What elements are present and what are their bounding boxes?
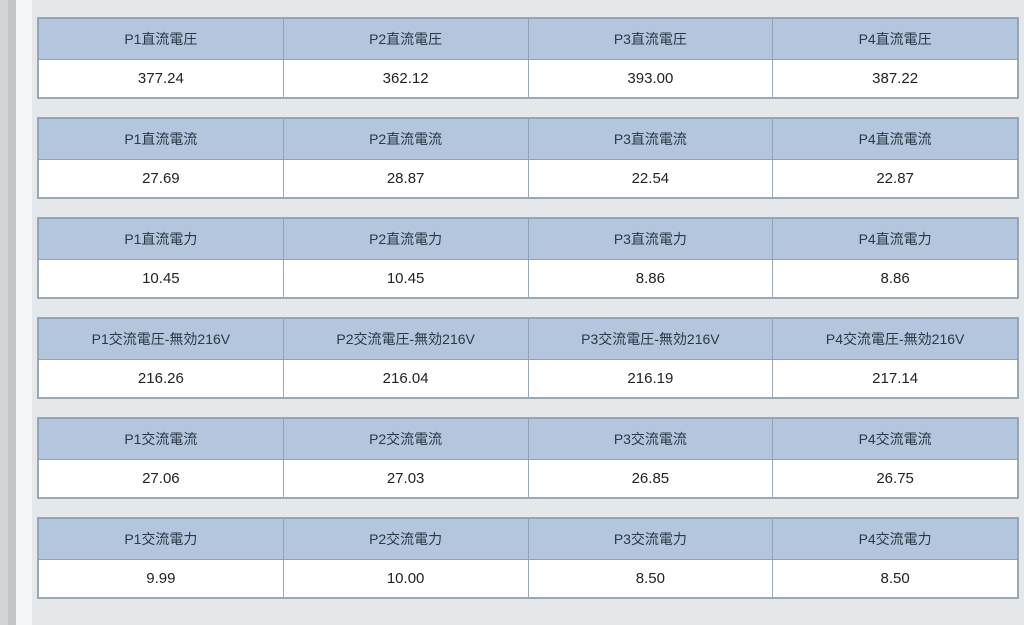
col-header: P3直流電流 — [528, 119, 773, 160]
value-cell: 216.26 — [39, 360, 284, 398]
data-panel: P1直流電圧 P2直流電圧 P3直流電圧 P4直流電圧 377.24 362.1… — [32, 0, 1024, 625]
col-header: P3直流電圧 — [528, 19, 773, 60]
table-row: 27.06 27.03 26.85 26.75 — [39, 460, 1018, 498]
value-cell: 362.12 — [283, 60, 528, 98]
table-row: 377.24 362.12 393.00 387.22 — [39, 60, 1018, 98]
table-row: 9.99 10.00 8.50 8.50 — [39, 560, 1018, 598]
col-header: P1直流電圧 — [39, 19, 284, 60]
col-header: P2直流電圧 — [283, 19, 528, 60]
dc-voltage-table: P1直流電圧 P2直流電圧 P3直流電圧 P4直流電圧 377.24 362.1… — [38, 18, 1018, 98]
col-header: P2交流電圧-無効216V — [283, 319, 528, 360]
table-row: 27.69 28.87 22.54 22.87 — [39, 160, 1018, 198]
value-cell: 27.06 — [39, 460, 284, 498]
value-cell: 393.00 — [528, 60, 773, 98]
value-cell: 22.54 — [528, 160, 773, 198]
ac-voltage-table: P1交流電圧-無効216V P2交流電圧-無効216V P3交流電圧-無効216… — [38, 318, 1018, 398]
col-header: P3交流電流 — [528, 419, 773, 460]
col-header: P3直流電力 — [528, 219, 773, 260]
value-cell: 26.75 — [773, 460, 1018, 498]
value-cell: 216.04 — [283, 360, 528, 398]
col-header: P3交流電圧-無効216V — [528, 319, 773, 360]
value-cell: 9.99 — [39, 560, 284, 598]
value-cell: 217.14 — [773, 360, 1018, 398]
value-cell: 8.86 — [773, 260, 1018, 298]
col-header: P4直流電流 — [773, 119, 1018, 160]
ac-current-table: P1交流電流 P2交流電流 P3交流電流 P4交流電流 27.06 27.03 … — [38, 418, 1018, 498]
col-header: P4直流電力 — [773, 219, 1018, 260]
col-header: P2交流電流 — [283, 419, 528, 460]
table-header-row: P1交流電力 P2交流電力 P3交流電力 P4交流電力 — [39, 519, 1018, 560]
ac-power-table: P1交流電力 P2交流電力 P3交流電力 P4交流電力 9.99 10.00 8… — [38, 518, 1018, 598]
value-cell: 216.19 — [528, 360, 773, 398]
value-cell: 8.50 — [528, 560, 773, 598]
value-cell: 26.85 — [528, 460, 773, 498]
value-cell: 8.50 — [773, 560, 1018, 598]
value-cell: 10.45 — [39, 260, 284, 298]
col-header: P2交流電力 — [283, 519, 528, 560]
left-gutter — [0, 0, 33, 625]
table-row: 10.45 10.45 8.86 8.86 — [39, 260, 1018, 298]
col-header: P1交流電流 — [39, 419, 284, 460]
table-header-row: P1交流電流 P2交流電流 P3交流電流 P4交流電流 — [39, 419, 1018, 460]
col-header: P1直流電力 — [39, 219, 284, 260]
col-header: P2直流電流 — [283, 119, 528, 160]
value-cell: 10.45 — [283, 260, 528, 298]
value-cell: 377.24 — [39, 60, 284, 98]
dc-current-table: P1直流電流 P2直流電流 P3直流電流 P4直流電流 27.69 28.87 … — [38, 118, 1018, 198]
col-header: P4直流電圧 — [773, 19, 1018, 60]
value-cell: 22.87 — [773, 160, 1018, 198]
dc-power-table: P1直流電力 P2直流電力 P3直流電力 P4直流電力 10.45 10.45 … — [38, 218, 1018, 298]
table-row: 216.26 216.04 216.19 217.14 — [39, 360, 1018, 398]
value-cell: 387.22 — [773, 60, 1018, 98]
value-cell: 10.00 — [283, 560, 528, 598]
col-header: P2直流電力 — [283, 219, 528, 260]
table-header-row: P1直流電圧 P2直流電圧 P3直流電圧 P4直流電圧 — [39, 19, 1018, 60]
col-header: P1交流電力 — [39, 519, 284, 560]
col-header: P3交流電力 — [528, 519, 773, 560]
table-header-row: P1直流電流 P2直流電流 P3直流電流 P4直流電流 — [39, 119, 1018, 160]
value-cell: 8.86 — [528, 260, 773, 298]
table-header-row: P1交流電圧-無効216V P2交流電圧-無効216V P3交流電圧-無効216… — [39, 319, 1018, 360]
value-cell: 27.03 — [283, 460, 528, 498]
value-cell: 27.69 — [39, 160, 284, 198]
col-header: P1直流電流 — [39, 119, 284, 160]
value-cell: 28.87 — [283, 160, 528, 198]
col-header: P4交流電流 — [773, 419, 1018, 460]
table-header-row: P1直流電力 P2直流電力 P3直流電力 P4直流電力 — [39, 219, 1018, 260]
col-header: P1交流電圧-無効216V — [39, 319, 284, 360]
col-header: P4交流電力 — [773, 519, 1018, 560]
col-header: P4交流電圧-無効216V — [773, 319, 1018, 360]
